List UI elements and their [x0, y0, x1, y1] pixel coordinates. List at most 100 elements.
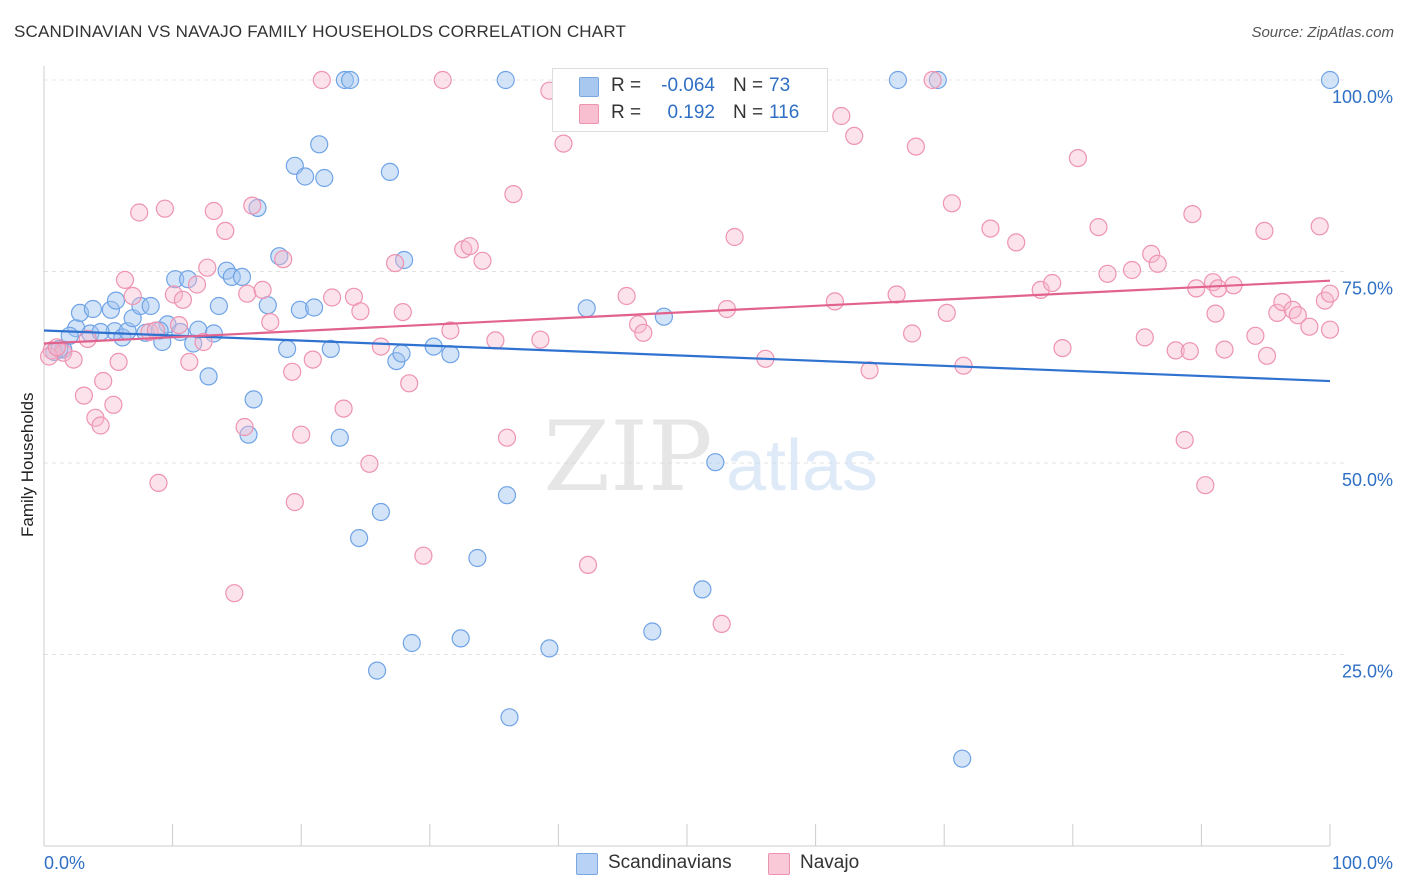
data-point-navajo	[1206, 304, 1225, 323]
data-point-navajo	[1196, 476, 1215, 495]
r-value: 0.192	[667, 102, 715, 123]
stats-legend: R = -0.064 N = 73 R = 0.192 N = 116	[552, 68, 828, 132]
data-point-navajo	[1215, 340, 1234, 359]
data-point-scandinavians	[199, 367, 218, 386]
x-tick-label: 0.0%	[44, 853, 85, 873]
data-point-navajo	[292, 425, 311, 444]
data-point-navajo	[1288, 306, 1307, 325]
data-point-scandinavians	[315, 168, 334, 188]
data-point-navajo	[923, 70, 942, 90]
data-point-navajo	[1135, 328, 1154, 347]
data-point-scandinavians	[441, 345, 460, 364]
data-point-scandinavians	[496, 70, 515, 90]
data-point-scandinavians	[371, 502, 390, 522]
series-scandinavians	[45, 70, 1340, 768]
data-point-navajo	[887, 285, 906, 304]
stats-row-scandinavians: R = -0.064 N = 73	[553, 73, 827, 99]
data-point-scandinavians	[500, 708, 519, 727]
swatch-scandinavians	[579, 77, 599, 97]
data-point-navajo	[360, 454, 379, 473]
data-point-scandinavians	[380, 162, 399, 181]
data-point-navajo	[74, 386, 94, 405]
data-point-navajo	[725, 227, 744, 247]
data-point-navajo	[1148, 254, 1167, 273]
data-point-navajo	[504, 185, 523, 204]
data-point-navajo	[1246, 326, 1265, 345]
data-points	[39, 70, 1340, 768]
stats-row-navajo: R = 0.192 N = 116	[553, 100, 827, 126]
data-point-scandinavians	[888, 70, 908, 90]
r-value: -0.064	[661, 75, 715, 96]
data-point-scandinavians	[335, 70, 354, 90]
data-point-navajo	[1268, 303, 1287, 322]
chart-title: SCANDINAVIAN VS NAVAJO FAMILY HOUSEHOLDS…	[14, 22, 627, 41]
legend-label-navajo: Navajo	[800, 852, 860, 873]
data-point-navajo	[303, 350, 322, 369]
data-point-navajo	[323, 288, 342, 307]
data-point-scandinavians	[928, 70, 947, 90]
data-point-navajo	[1068, 149, 1088, 168]
data-point-scandinavians	[654, 307, 674, 326]
data-point-navajo	[433, 70, 452, 90]
watermark-zip: ZIP	[543, 401, 712, 513]
y-tick-label: 50.0%	[1342, 470, 1393, 490]
data-point-navajo	[39, 347, 59, 366]
data-point-navajo	[1257, 346, 1277, 365]
data-point-scandinavians	[166, 270, 185, 289]
data-point-scandinavians	[296, 167, 315, 186]
trend-line-scandinavians	[43, 329, 1331, 383]
data-point-navajo	[1310, 217, 1329, 236]
data-point-navajo	[109, 352, 128, 371]
data-point-navajo	[1180, 342, 1199, 361]
data-point-navajo	[243, 196, 262, 215]
data-point-scandinavians	[83, 299, 103, 319]
data-point-scandinavians	[222, 267, 241, 286]
axes	[43, 66, 1331, 847]
data-point-scandinavians	[392, 344, 411, 363]
data-point-navajo	[130, 203, 149, 222]
data-point-scandinavians	[402, 633, 421, 653]
data-point-scandinavians	[178, 270, 198, 289]
data-point-scandinavians	[540, 639, 559, 658]
data-point-navajo	[274, 250, 293, 269]
data-point-navajo	[155, 199, 174, 218]
data-point-navajo	[1142, 244, 1161, 263]
data-point-navajo	[198, 258, 217, 277]
data-point-navajo	[334, 399, 353, 418]
data-point-navajo	[225, 584, 244, 603]
trend-lines	[43, 279, 1331, 383]
data-point-navajo	[351, 302, 370, 321]
data-point-scandinavians	[258, 296, 277, 315]
data-point-scandinavians	[468, 548, 487, 568]
trend-line-navajo	[43, 279, 1331, 345]
data-point-navajo	[1089, 218, 1108, 237]
data-point-scandinavians	[131, 296, 150, 316]
data-point-navajo	[371, 337, 390, 356]
n-value: 116	[769, 102, 800, 123]
data-point-scandinavians	[643, 622, 662, 641]
data-point-navajo	[860, 361, 879, 380]
data-point-navajo	[235, 417, 254, 437]
n-value: 73	[769, 75, 791, 96]
legend-swatch-navajo	[768, 853, 790, 875]
data-point-scandinavians	[321, 339, 340, 358]
y-tick-label: 100.0%	[1332, 87, 1393, 107]
data-point-scandinavians	[305, 298, 324, 317]
data-point-navajo	[497, 428, 517, 447]
data-point-navajo	[1053, 339, 1072, 358]
data-point-scandinavians	[290, 300, 309, 319]
data-point-navajo	[1007, 233, 1026, 252]
data-point-navajo	[486, 331, 505, 350]
data-point-navajo	[1283, 300, 1302, 319]
swatch-navajo	[579, 104, 599, 124]
r-label: R =	[611, 75, 642, 96]
data-point-navajo	[104, 395, 123, 414]
data-point-navajo	[47, 338, 67, 357]
data-point-scandinavians	[106, 291, 126, 310]
data-point-navajo	[1255, 221, 1274, 240]
data-point-navajo	[937, 303, 956, 322]
series-navajo	[39, 70, 1340, 634]
data-point-navajo	[253, 280, 272, 299]
data-point-navajo	[1122, 260, 1142, 280]
